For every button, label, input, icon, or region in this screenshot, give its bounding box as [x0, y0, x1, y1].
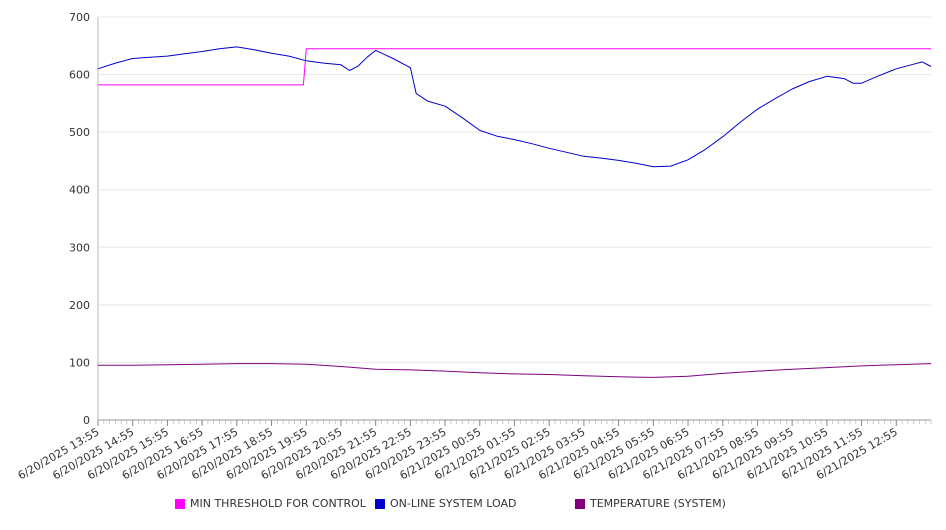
legend-swatch-temperature — [575, 498, 585, 509]
y-tick-label: 200 — [69, 299, 90, 312]
y-axis-ticks: 0 100 200 300 400 500 600 700 — [69, 11, 90, 427]
legend-item-min-threshold[interactable]: MIN THRESHOLD FOR CONTROL — [175, 497, 366, 510]
gridlines — [98, 16, 931, 363]
axes — [97, 17, 932, 426]
y-tick-label: 300 — [69, 241, 90, 254]
series-line-2 — [98, 363, 932, 378]
legend: MIN THRESHOLD FOR CONTROL ON-LINE SYSTEM… — [0, 497, 946, 515]
y-tick-label: 600 — [69, 69, 90, 82]
legend-item-temperature[interactable]: TEMPERATURE (SYSTEM) — [575, 497, 726, 510]
x-axis-ticks: 6/20/2025 13:556/20/2025 14:556/20/2025 … — [16, 425, 900, 482]
legend-label-min-threshold: MIN THRESHOLD FOR CONTROL — [190, 497, 366, 510]
series-lines — [97, 46, 932, 378]
legend-item-system-load[interactable]: ON-LINE SYSTEM LOAD — [375, 497, 516, 510]
y-tick-label: 100 — [69, 356, 90, 369]
series-line-0 — [98, 48, 931, 86]
y-tick-label: 0 — [83, 414, 90, 427]
y-tick-label: 700 — [69, 11, 90, 24]
series-line-1 — [97, 46, 932, 168]
legend-swatch-system-load — [375, 498, 385, 509]
legend-label-system-load: ON-LINE SYSTEM LOAD — [390, 497, 517, 510]
y-tick-label: 500 — [69, 126, 90, 139]
y-tick-label: 400 — [69, 184, 90, 197]
legend-swatch-min-threshold — [175, 498, 185, 509]
legend-label-temperature: TEMPERATURE (SYSTEM) — [590, 497, 726, 510]
